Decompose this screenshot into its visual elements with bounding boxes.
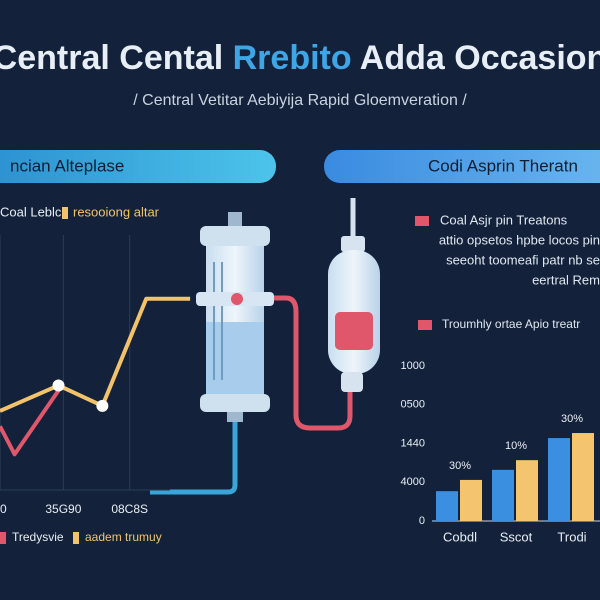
annotation: 30% xyxy=(449,460,471,472)
bar xyxy=(516,460,538,521)
x-tick-label: 35G90 xyxy=(45,502,81,516)
legend-swatch xyxy=(73,532,79,544)
legend-label: resooiong altar xyxy=(73,204,160,219)
x-tick-label: Trodi xyxy=(557,529,586,544)
panel-heading: ncian Alteplase xyxy=(10,156,124,175)
legend-label: aadem trumuy xyxy=(85,530,162,544)
note-text: Coal Asjr pin Treatons xyxy=(440,212,568,227)
note-marker xyxy=(418,320,432,330)
annotation: 10% xyxy=(505,440,527,452)
title-highlight: Rrebito xyxy=(233,39,352,77)
y-tick-label: 4000 xyxy=(401,476,425,488)
note-text: Troumhly ortae Apio treatr xyxy=(442,317,580,331)
title: Central Cental Rrebito Adda Occasion xyxy=(0,39,600,77)
y-tick-label: 1000 xyxy=(401,360,425,372)
note-text: eertral Rem xyxy=(532,272,600,287)
legend-label: Tredysvie xyxy=(12,530,64,544)
legend-swatch xyxy=(62,207,68,219)
bar xyxy=(436,491,458,521)
legend-swatch xyxy=(0,532,6,544)
subtitle: / Central Vetitar Aebiyija Rapid Gloemve… xyxy=(133,92,467,109)
point xyxy=(96,399,109,412)
x-tick-label: 08C8S xyxy=(111,502,148,516)
y-tick-label: 0500 xyxy=(401,399,425,411)
note-text: seeoht toomeafi patr nb se xyxy=(446,252,600,267)
y-tick-label: 0 xyxy=(419,515,425,527)
title-part: Adda Occasion xyxy=(352,39,600,77)
panel-heading: Codi Asprin Theratn xyxy=(428,156,578,175)
panel-heading-pill xyxy=(324,150,600,183)
x-tick-label: Cobdl xyxy=(443,529,477,544)
bar xyxy=(492,469,514,521)
annotation: 30% xyxy=(561,413,583,425)
point xyxy=(52,379,65,392)
bar xyxy=(548,438,570,521)
iv-illustration xyxy=(150,198,380,495)
note-marker xyxy=(415,216,429,226)
bar xyxy=(460,479,482,521)
bar xyxy=(572,433,594,521)
x-tick-label: Sscot xyxy=(500,529,533,544)
y-tick-label: 1440 xyxy=(401,437,425,449)
x-tick-label: 0 xyxy=(0,502,7,516)
legend-label: Coal Leblc xyxy=(0,204,62,219)
panel-heading-pill xyxy=(0,150,276,183)
note-text: attio opsetos hpbe locos pin xyxy=(439,232,600,247)
line-series xyxy=(0,389,61,457)
title-part: Central Cental xyxy=(0,39,233,77)
